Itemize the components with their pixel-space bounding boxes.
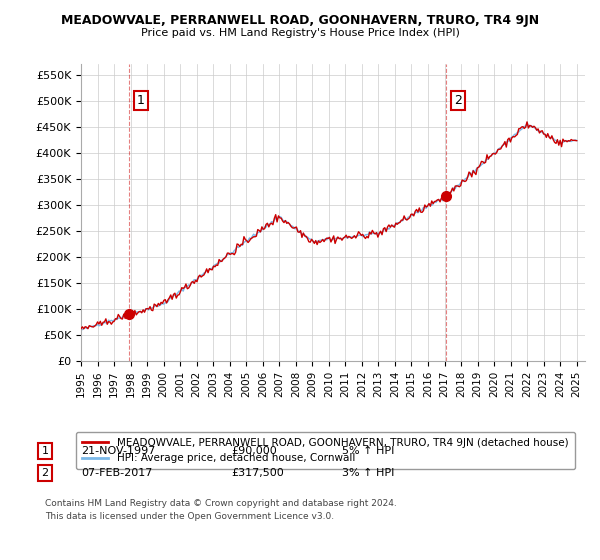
Text: 21-NOV-1997: 21-NOV-1997 <box>81 446 155 456</box>
Text: 2: 2 <box>454 94 463 108</box>
Text: 5% ↑ HPI: 5% ↑ HPI <box>342 446 394 456</box>
Text: MEADOWVALE, PERRANWELL ROAD, GOONHAVERN, TRURO, TR4 9JN: MEADOWVALE, PERRANWELL ROAD, GOONHAVERN,… <box>61 14 539 27</box>
Text: Price paid vs. HM Land Registry's House Price Index (HPI): Price paid vs. HM Land Registry's House … <box>140 28 460 38</box>
Text: £90,000: £90,000 <box>231 446 277 456</box>
Text: Contains HM Land Registry data © Crown copyright and database right 2024.: Contains HM Land Registry data © Crown c… <box>45 500 397 508</box>
Text: 07-FEB-2017: 07-FEB-2017 <box>81 468 152 478</box>
Text: This data is licensed under the Open Government Licence v3.0.: This data is licensed under the Open Gov… <box>45 512 334 521</box>
Text: 2: 2 <box>41 468 49 478</box>
Text: 1: 1 <box>137 94 145 108</box>
Text: 1: 1 <box>41 446 49 456</box>
Legend: MEADOWVALE, PERRANWELL ROAD, GOONHAVERN, TRURO, TR4 9JN (detached house), HPI: A: MEADOWVALE, PERRANWELL ROAD, GOONHAVERN,… <box>76 432 575 469</box>
Text: £317,500: £317,500 <box>231 468 284 478</box>
Text: 3% ↑ HPI: 3% ↑ HPI <box>342 468 394 478</box>
